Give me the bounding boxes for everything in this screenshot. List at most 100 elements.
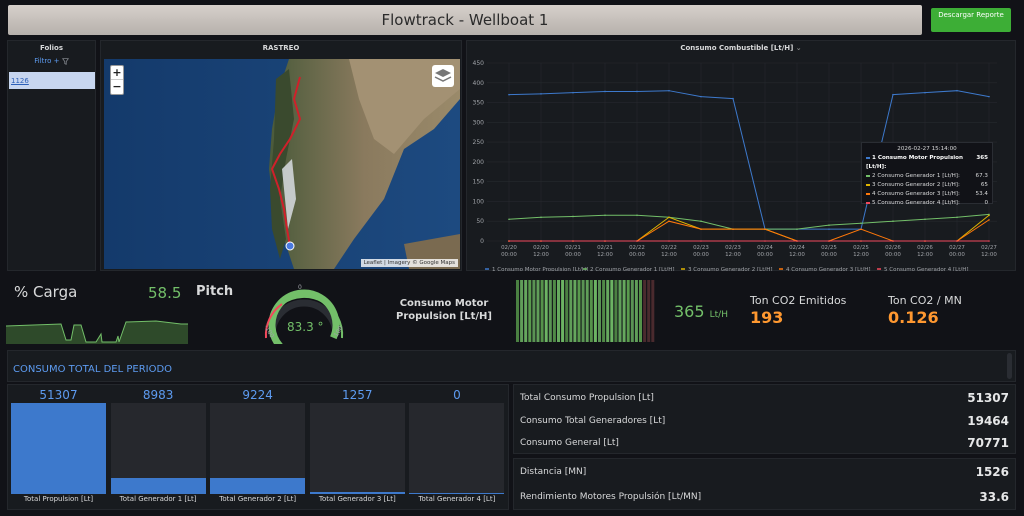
bar-label: Total Generador 1 [Lt] — [119, 495, 197, 503]
x-tick-label: 00:00 — [501, 252, 517, 258]
bargauge-cell — [651, 280, 655, 342]
x-tick-label: 02/20 — [501, 245, 517, 251]
fuel-chart-panel: Consumo Combustible [Lt/H] ⌄ 0 50 100 150 20… — [466, 40, 1016, 271]
data-point — [540, 216, 542, 219]
bargauge-cell — [552, 280, 556, 342]
data-point — [572, 91, 574, 94]
tooltip-row: 3 Consumo Generador 2 [Lt/H]: 65 — [866, 181, 988, 190]
data-point — [508, 240, 510, 242]
bargauge-cell — [598, 280, 601, 342]
bar-label: Total Generador 4 [Lt] — [418, 495, 496, 503]
periodo-title: CONSUMO TOTAL DEL PERIODO — [13, 364, 173, 375]
bar-value: 51307 — [39, 388, 78, 402]
data-point — [604, 214, 606, 217]
bargauge-cell — [544, 280, 548, 342]
x-tick-label: 12:00 — [789, 252, 805, 258]
tooltip-value: 53.4 — [975, 191, 988, 197]
bar-label: Total Generador 3 [Lt] — [318, 495, 396, 503]
stat-value: 51307 — [967, 391, 1009, 405]
bar-label: Total Generador 2 [Lt] — [219, 495, 297, 503]
bar-value: 9224 — [242, 388, 273, 402]
tooltip-label: 4 Consumo Generador 3 [Lt/H]: — [872, 191, 960, 197]
legend-label[interactable]: 3 Consumo Generador 2 [Lt/H] — [688, 267, 773, 271]
folio-item[interactable]: 1126 — [9, 72, 95, 89]
tooltip-label: 3 Consumo Generador 2 [Lt/H]: — [872, 182, 960, 188]
stats-panel-2: Distancia [MN] 1526 Rendimiento Motores P… — [513, 458, 1016, 510]
y-tick-label: 400 — [473, 80, 485, 87]
fuel-chart-title[interactable]: Consumo Combustible [Lt/H] ⌄ — [467, 44, 1015, 52]
co2-mn-label: Ton CO2 / MN — [888, 294, 962, 307]
x-tick-label: 02/23 — [693, 245, 709, 251]
zoom-out-button[interactable]: − — [112, 80, 122, 93]
x-tick-label: 00:00 — [565, 252, 581, 258]
y-tick-label: 0 — [480, 238, 484, 245]
data-point — [988, 219, 990, 221]
x-tick-label: 00:00 — [949, 252, 965, 258]
x-tick-label: 00:00 — [757, 252, 773, 258]
download-report-button[interactable]: Descargar Reporte — [931, 8, 1011, 32]
layers-button[interactable] — [432, 65, 454, 87]
tooltip-label: 1 Consumo Motor Propulsion [Lt/H]: — [866, 155, 964, 170]
bargauge-cell — [565, 280, 569, 342]
legend-label[interactable]: 5 Consumo Generador 4 [Lt/H] — [884, 267, 969, 271]
fuel-line-chart[interactable]: 05010015020025030035040045002/2000:0002/… — [467, 53, 1015, 271]
periodo-row: CONSUMO TOTAL DEL PERIODO — [7, 350, 1016, 382]
bar-fill — [110, 478, 206, 494]
stat-value: 70771 — [967, 436, 1009, 450]
data-point — [508, 218, 510, 221]
data-point — [636, 240, 638, 242]
x-tick-label: 02/25 — [853, 245, 869, 251]
carga-sparkline — [6, 320, 188, 344]
tooltip-swatch — [866, 156, 870, 159]
tooltip-row: 4 Consumo Generador 3 [Lt/H]: 53.4 — [866, 190, 988, 199]
x-tick-label: 02/22 — [661, 245, 677, 251]
data-point — [892, 93, 894, 96]
bargauge-cell — [618, 280, 622, 342]
tooltip-value: 365 — [976, 155, 988, 161]
data-point — [636, 90, 638, 93]
map-attribution: Leaflet | Imagery © Google Maps — [360, 259, 458, 267]
x-tick-label: 02/24 — [757, 245, 773, 251]
x-tick-label: 02/22 — [629, 245, 645, 251]
series-line — [509, 219, 990, 242]
tooltip-row: 5 Consumo Generador 4 [Lt/H]: 0 — [866, 199, 988, 208]
data-point — [924, 240, 926, 242]
chart-tooltip: 2026-02-27 15:14:00 1 Consumo Motor Prop… — [861, 142, 993, 206]
bargauge-cell — [540, 280, 544, 342]
bar-column — [309, 403, 405, 494]
y-tick-label: 50 — [476, 218, 484, 225]
consumo-motor-value: 365 — [674, 302, 705, 321]
bar-value: 8983 — [142, 388, 174, 402]
data-point — [764, 240, 766, 242]
bar-column — [11, 403, 106, 494]
legend-label[interactable]: 2 Consumo Generador 1 [Lt/H] — [590, 267, 675, 271]
bar-fill — [309, 491, 405, 494]
y-tick-label: 150 — [473, 179, 485, 186]
satellite-map[interactable] — [104, 59, 460, 269]
y-tick-label: 250 — [473, 139, 485, 146]
tooltip-row: 2 Consumo Generador 1 [Lt/H]: 67.3 — [866, 172, 988, 181]
tooltip-value: 65 — [980, 182, 988, 188]
bargauge-cell — [561, 280, 565, 342]
x-tick-label: 12:00 — [533, 252, 549, 258]
filter-button[interactable]: Filtro + — [8, 57, 95, 70]
scrollbar[interactable] — [1007, 353, 1012, 379]
legend-label[interactable]: 1 Consumo Motor Propulsion [Lt/H] — [492, 267, 588, 271]
fuel-chart-title-text: Consumo Combustible [Lt/H] — [680, 44, 794, 52]
stat-value: 33.6 — [979, 490, 1009, 504]
x-tick-label: 12:00 — [853, 252, 869, 258]
legend-label[interactable]: 4 Consumo Generador 3 [Lt/H] — [786, 267, 871, 271]
zoom-in-button[interactable]: + — [111, 66, 123, 80]
y-tick-label: 350 — [473, 100, 485, 107]
x-tick-label: 12:00 — [981, 252, 997, 258]
bargauge-cell — [577, 280, 581, 342]
stat-row: Total Consumo Propulsion [Lt] 51307 — [520, 391, 1009, 405]
bar-value: 1257 — [342, 388, 373, 402]
y-tick-label: 300 — [473, 119, 485, 126]
data-point — [988, 214, 990, 217]
stat-label: Rendimiento Motores Propulsión [Lt/MN] — [520, 492, 702, 502]
folios-title: Folios — [39, 44, 64, 52]
bar-fill — [210, 477, 306, 494]
carga-label: % Carga — [14, 283, 78, 301]
bargauge-cell — [639, 280, 642, 342]
